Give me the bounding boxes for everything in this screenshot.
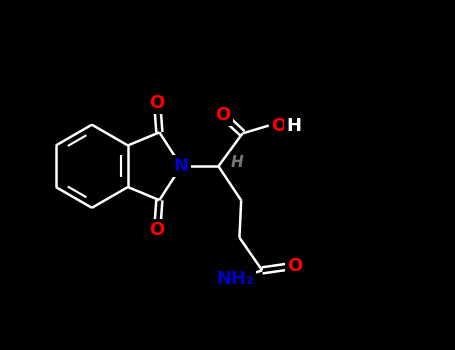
Text: H: H: [286, 117, 301, 134]
Text: O: O: [150, 221, 165, 239]
Text: O: O: [215, 106, 230, 124]
Text: N: N: [174, 157, 189, 175]
Text: O: O: [271, 117, 286, 134]
Text: H: H: [231, 155, 243, 170]
Text: O: O: [150, 93, 165, 112]
Text: O: O: [288, 257, 303, 275]
Text: NH₂: NH₂: [216, 270, 254, 288]
